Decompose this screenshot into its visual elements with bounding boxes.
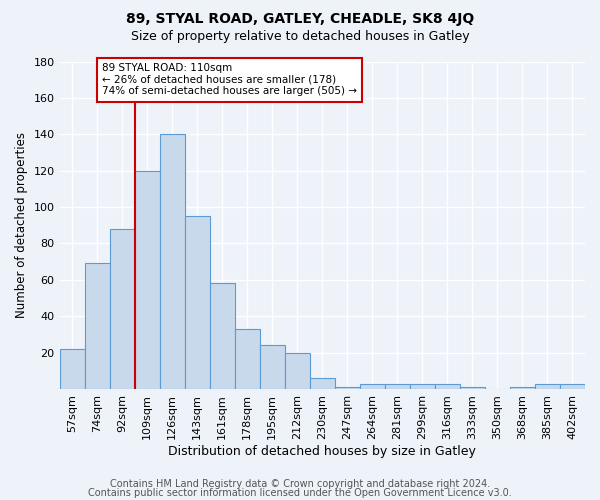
Bar: [535, 384, 560, 389]
Y-axis label: Number of detached properties: Number of detached properties: [15, 132, 28, 318]
Text: Contains public sector information licensed under the Open Government Licence v3: Contains public sector information licen…: [88, 488, 512, 498]
Bar: [435, 384, 460, 389]
Bar: [385, 384, 410, 389]
Bar: [85, 264, 110, 389]
Text: Size of property relative to detached houses in Gatley: Size of property relative to detached ho…: [131, 30, 469, 43]
Bar: [110, 229, 134, 389]
Bar: [185, 216, 209, 389]
Bar: [285, 352, 310, 389]
Text: 89 STYAL ROAD: 110sqm
← 26% of detached houses are smaller (178)
74% of semi-det: 89 STYAL ROAD: 110sqm ← 26% of detached …: [102, 63, 357, 96]
Bar: [134, 170, 160, 389]
Bar: [310, 378, 335, 389]
Bar: [260, 346, 285, 389]
Bar: [410, 384, 435, 389]
Bar: [460, 387, 485, 389]
Bar: [360, 384, 385, 389]
Bar: [510, 387, 535, 389]
X-axis label: Distribution of detached houses by size in Gatley: Distribution of detached houses by size …: [169, 444, 476, 458]
Bar: [235, 329, 260, 389]
Bar: [209, 284, 235, 389]
Bar: [560, 384, 585, 389]
Text: Contains HM Land Registry data © Crown copyright and database right 2024.: Contains HM Land Registry data © Crown c…: [110, 479, 490, 489]
Bar: [59, 349, 85, 389]
Bar: [160, 134, 185, 389]
Bar: [335, 387, 360, 389]
Text: 89, STYAL ROAD, GATLEY, CHEADLE, SK8 4JQ: 89, STYAL ROAD, GATLEY, CHEADLE, SK8 4JQ: [126, 12, 474, 26]
